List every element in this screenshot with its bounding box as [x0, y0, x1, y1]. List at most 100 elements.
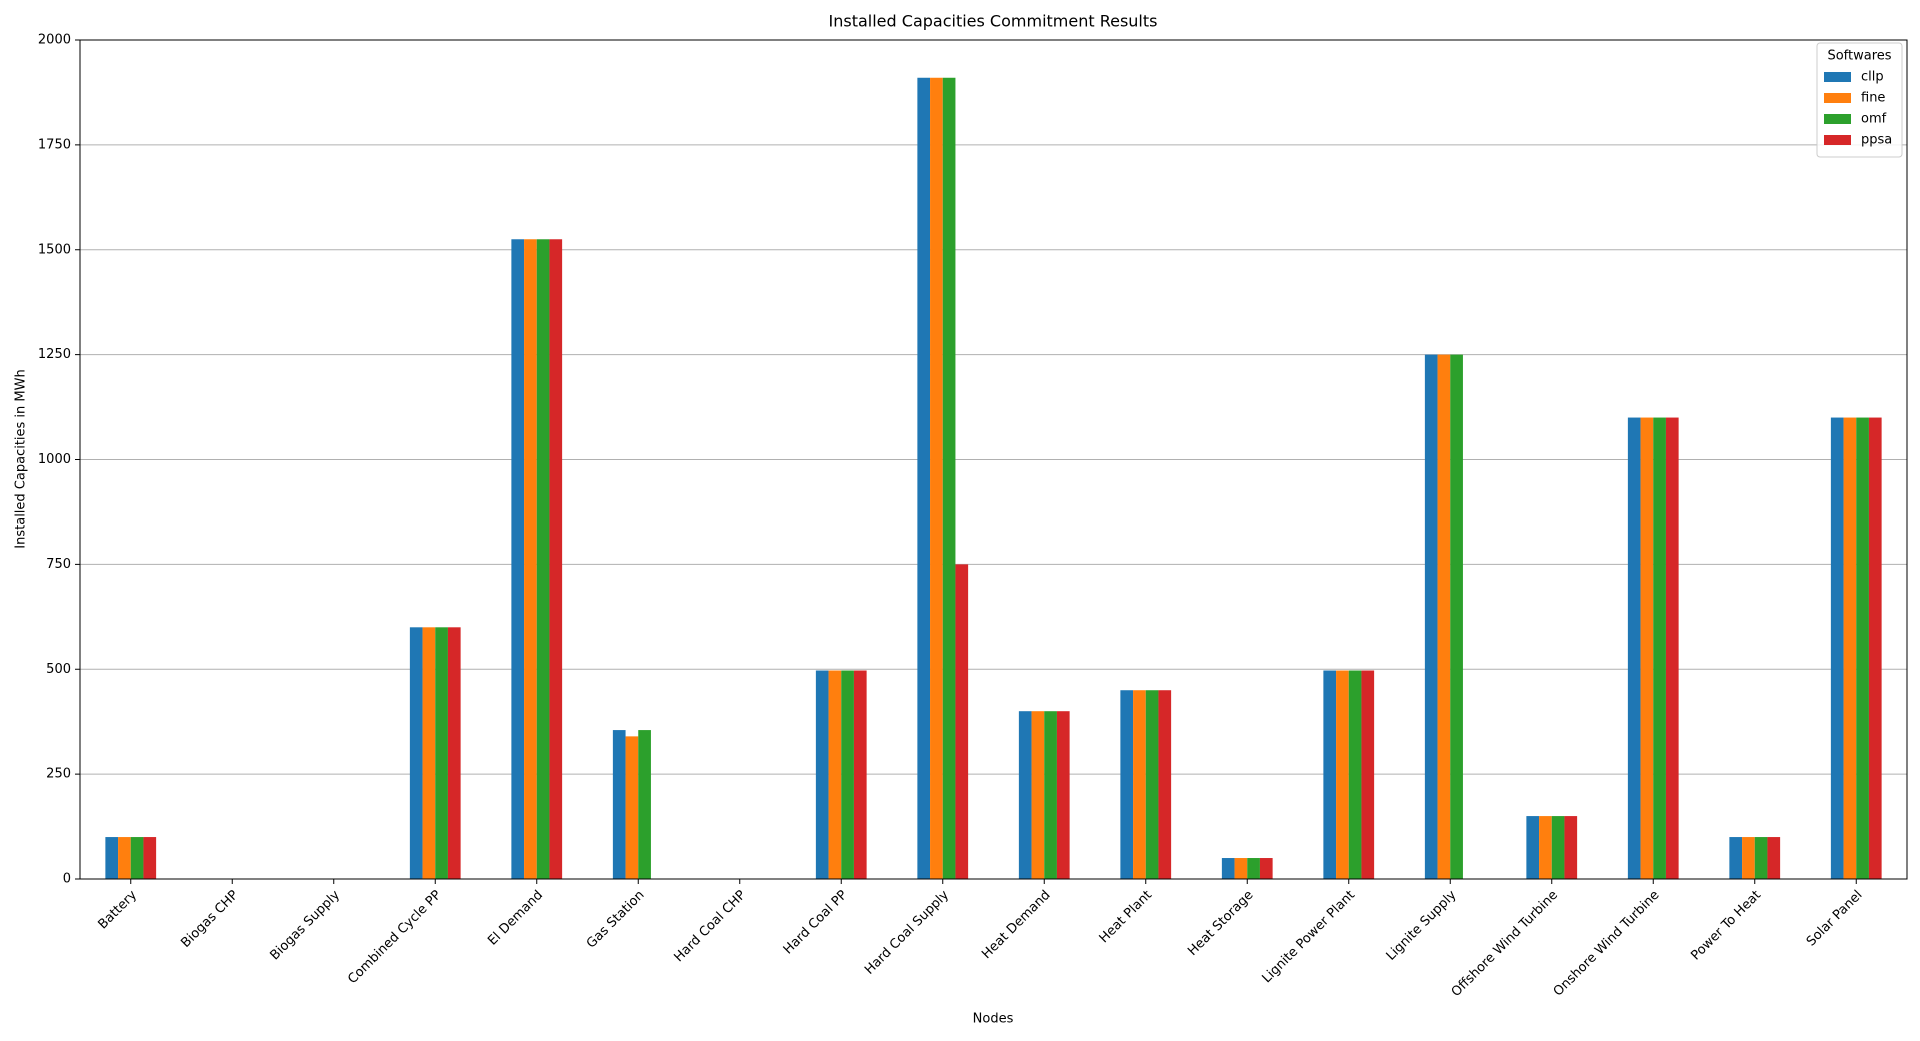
legend-box — [1816, 42, 1903, 158]
y-tick-label: 1250 — [38, 347, 71, 362]
bar — [422, 627, 436, 879]
x-tick-label: Lignite Supply — [1384, 887, 1460, 963]
bar — [1564, 816, 1578, 879]
bar — [1640, 417, 1654, 879]
bar — [549, 239, 563, 879]
legend-label: fine — [1861, 91, 1885, 106]
bar — [1361, 670, 1375, 879]
y-tick-label: 0 — [63, 872, 71, 887]
legend-label: omf — [1861, 112, 1887, 127]
bar — [1056, 711, 1070, 879]
legend-swatch — [1824, 93, 1851, 103]
bar — [638, 730, 651, 879]
bar — [1424, 354, 1438, 879]
bar — [1234, 858, 1248, 879]
y-tick-label: 1750 — [38, 137, 71, 152]
bar — [815, 670, 829, 879]
bar — [118, 837, 131, 879]
bar — [1754, 837, 1768, 879]
x-tick-label: Biogas Supply — [267, 887, 343, 963]
bar — [1551, 816, 1565, 879]
legend-swatch — [1824, 72, 1851, 82]
x-tick-label: Gas Station — [584, 888, 648, 952]
x-tick-label: Battery — [95, 887, 140, 932]
legend-label: ppsa — [1861, 133, 1892, 148]
bar — [1843, 417, 1857, 879]
bar — [1348, 670, 1362, 879]
bar — [1856, 417, 1869, 879]
bar — [1868, 417, 1882, 879]
bar — [1120, 690, 1134, 879]
bar — [1526, 816, 1540, 879]
bar — [1729, 837, 1743, 879]
bar — [1031, 711, 1045, 879]
legend-swatch — [1824, 114, 1851, 124]
y-tick-label: 500 — [46, 662, 71, 677]
bar — [917, 77, 931, 879]
x-tick-label: Hard Coal PP — [781, 888, 851, 958]
bar — [1145, 690, 1159, 879]
plot-frame — [79, 39, 1908, 880]
chart-title: Installed Capacities Commitment Results — [829, 12, 1158, 31]
bar — [143, 837, 157, 879]
x-tick-label: Offshore Wind Turbine — [1449, 888, 1561, 1000]
bar — [841, 670, 854, 879]
bar — [612, 730, 626, 879]
y-tick-label: 1000 — [38, 452, 71, 467]
bar — [1133, 690, 1146, 879]
bar — [1221, 858, 1235, 879]
bar — [1018, 711, 1032, 879]
bar — [930, 77, 943, 879]
x-tick-label: Hard Coal Supply — [862, 887, 952, 977]
bar — [1259, 858, 1273, 879]
bar — [105, 837, 119, 879]
bar — [1158, 690, 1172, 879]
x-axis-label: Nodes — [973, 1012, 1014, 1027]
bar — [1044, 711, 1057, 879]
legend-title: Softwares — [1827, 49, 1891, 64]
bar — [1767, 837, 1781, 879]
legend-swatch — [1824, 135, 1851, 145]
bar — [828, 670, 842, 879]
y-tick-label: 750 — [46, 557, 71, 572]
x-tick-label: Onshore Wind Turbine — [1551, 888, 1663, 1000]
bar — [130, 837, 144, 879]
bar — [435, 627, 448, 879]
bar — [955, 564, 969, 879]
bar — [1665, 417, 1679, 879]
x-tick-label: Power To Heat — [1688, 888, 1764, 964]
bar — [625, 736, 639, 879]
legend-label: cllp — [1861, 70, 1884, 85]
x-tick-label: El Demand — [485, 888, 546, 949]
bar — [1336, 670, 1349, 879]
bar — [524, 239, 537, 879]
bar — [511, 239, 525, 879]
bar — [1247, 858, 1260, 879]
x-tick-label: Heat Storage — [1185, 888, 1256, 959]
y-tick-label: 1500 — [38, 242, 71, 257]
x-tick-label: Hard Coal CHP — [671, 888, 749, 966]
bar — [447, 627, 461, 879]
bar — [1742, 837, 1755, 879]
bar — [1539, 816, 1552, 879]
bar — [1627, 417, 1641, 879]
bar — [1830, 417, 1844, 879]
bar — [942, 77, 956, 879]
y-tick-label: 250 — [46, 767, 71, 782]
bar — [1450, 354, 1463, 879]
bar — [409, 627, 423, 879]
bar — [1653, 417, 1666, 879]
y-tick-label: 2000 — [38, 33, 71, 48]
x-tick-label: Solar Panel — [1804, 888, 1866, 950]
x-tick-label: Heat Demand — [979, 888, 1053, 962]
bar — [1437, 354, 1451, 879]
bar — [536, 239, 550, 879]
x-tick-label: Combined Cycle PP — [345, 888, 444, 987]
bar — [853, 670, 867, 879]
y-axis-label: Installed Capacities in MWh — [14, 369, 29, 548]
x-tick-label: Lignite Power Plant — [1259, 888, 1358, 987]
x-tick-label: Heat Plant — [1097, 888, 1156, 947]
bar — [1323, 670, 1337, 879]
x-tick-label: Biogas CHP — [178, 888, 241, 951]
